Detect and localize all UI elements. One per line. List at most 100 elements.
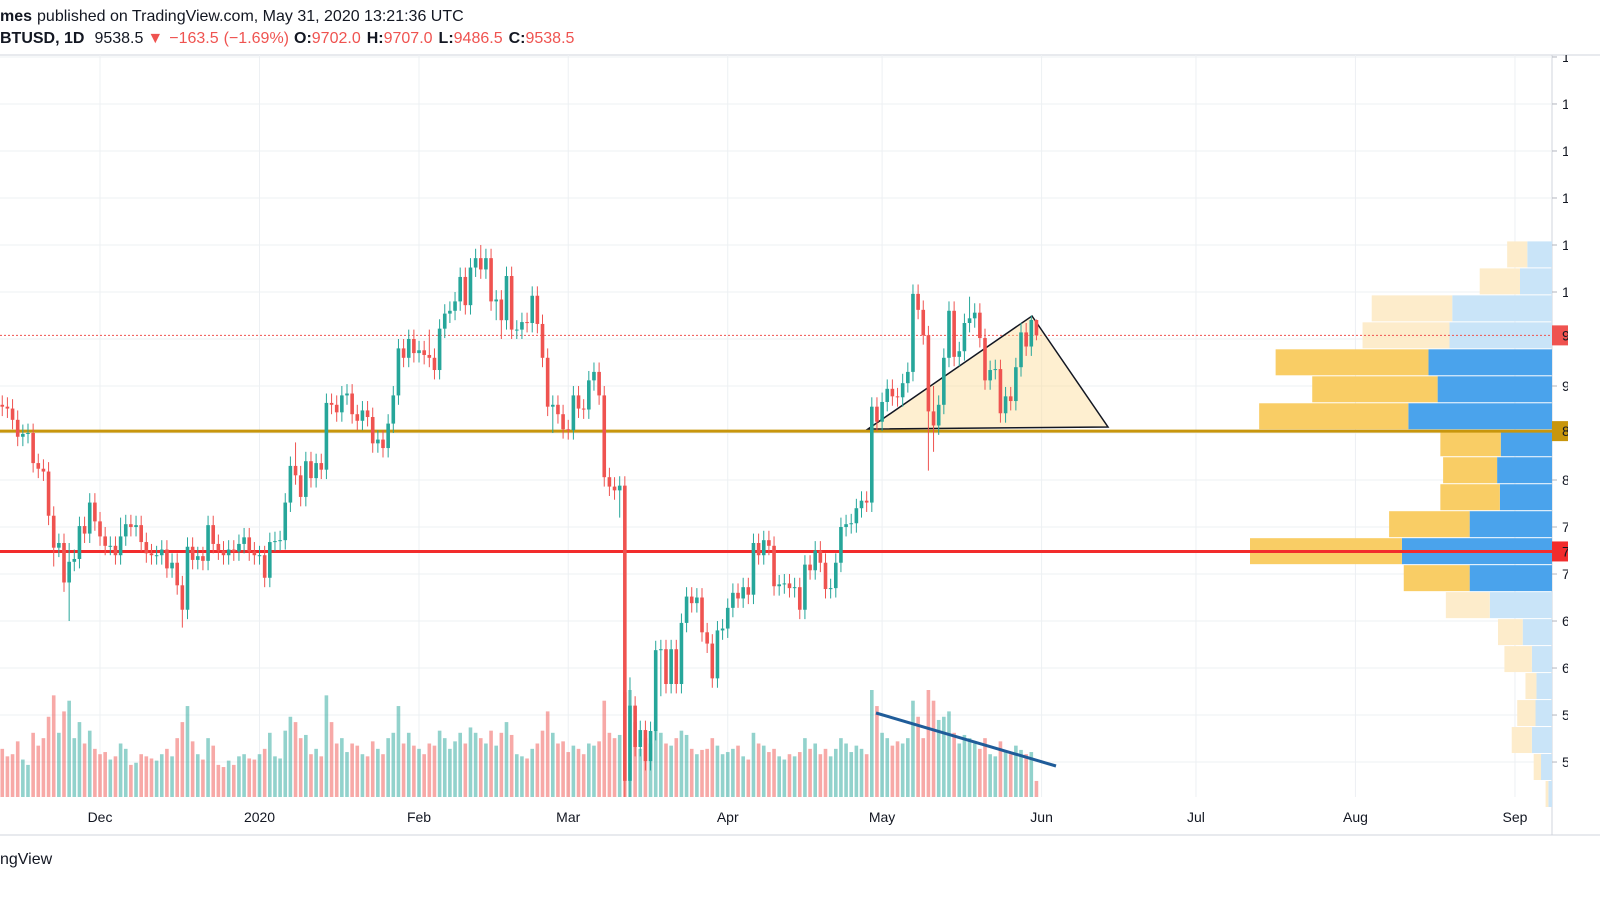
volume-bar (15, 741, 20, 797)
volume-bar (463, 743, 468, 797)
volume-bar (350, 743, 354, 797)
volume-bar (309, 754, 313, 797)
volume-bar (1029, 752, 1034, 797)
candle-body (566, 429, 571, 431)
candle-body (921, 309, 926, 336)
x-tick-label: Aug (1343, 809, 1368, 825)
candle-body (386, 423, 390, 449)
candle-body (391, 395, 396, 424)
candle-body (849, 523, 854, 525)
candle-body (417, 350, 421, 354)
candle-body (725, 607, 730, 629)
candle-body (751, 542, 756, 595)
candle-body (545, 357, 550, 407)
candle-body (134, 525, 138, 528)
profile-sell (1469, 511, 1552, 538)
profile-buy (1312, 376, 1438, 403)
candle-body (489, 258, 493, 302)
candle-body (211, 525, 216, 544)
candle-body (453, 301, 457, 311)
candle-body (1008, 396, 1013, 402)
volume-bar (875, 706, 879, 797)
candle-body (319, 463, 324, 470)
volume-bar (432, 745, 437, 797)
candle-body (926, 335, 931, 412)
candle-body (448, 310, 452, 314)
profile-buy (1445, 592, 1490, 619)
volume-bar (82, 743, 87, 797)
volume-bar (849, 752, 854, 797)
candle-body (242, 537, 246, 544)
volume-bar (334, 743, 339, 797)
candle-body (931, 411, 936, 426)
candle-body (653, 650, 658, 732)
volume-bar (540, 730, 545, 797)
volume-bar (448, 748, 452, 797)
candle-body (993, 369, 998, 371)
candle-body (376, 439, 380, 444)
volume-bar (278, 758, 282, 797)
candle-body (57, 542, 61, 548)
volume-bar (741, 756, 745, 797)
candle-body (833, 562, 838, 589)
volume-bar (268, 732, 272, 797)
volume-bar (41, 738, 46, 797)
candle-body (592, 371, 596, 381)
volume-bar (844, 743, 848, 797)
candle-body (628, 705, 632, 781)
candle-body (432, 357, 437, 371)
candle-body (576, 395, 581, 409)
candle-body (947, 310, 951, 358)
x-tick-label: Feb (407, 809, 431, 825)
volume-bar (818, 754, 823, 797)
candle-body (638, 730, 643, 747)
candle-body (118, 536, 123, 556)
y-tick-label: 10500 (1562, 237, 1600, 253)
volume-bar (360, 754, 365, 797)
candle-body (468, 267, 473, 306)
candle-body (612, 486, 617, 491)
candle-body (787, 583, 792, 589)
candle-body (458, 276, 462, 302)
x-tick-label: Jun (1030, 809, 1053, 825)
symbol: BTUSD, 1D (0, 30, 84, 47)
volume-bar (442, 738, 447, 797)
volume-bar (57, 732, 61, 797)
volume-bar (571, 745, 576, 797)
volume-bar (103, 752, 107, 797)
volume-bar (695, 754, 699, 797)
volume-bar (478, 738, 483, 797)
volume-bar (633, 722, 637, 797)
volume-bar (916, 716, 920, 797)
candle-body (962, 323, 967, 352)
y-tick-label: 10000 (1562, 284, 1600, 300)
level-label: 7240 (1562, 543, 1593, 559)
volume-bar (26, 764, 30, 797)
volume-bar (262, 748, 267, 797)
volume-bar (113, 756, 118, 797)
candle-body (844, 524, 848, 528)
profile-buy (1504, 646, 1532, 673)
candle-body (216, 543, 221, 551)
profile-sell (1489, 592, 1552, 619)
volume-bar (659, 732, 663, 797)
candle-body (772, 545, 776, 587)
candle-body (231, 549, 236, 552)
profile-buy (1507, 241, 1528, 268)
volume-bar (545, 711, 550, 797)
volume-bar (10, 754, 15, 797)
volume-bar (499, 732, 504, 797)
volume-bar (67, 700, 71, 797)
candle-body (82, 526, 87, 534)
y-tick-label: 5000 (1562, 754, 1593, 770)
candle-body (875, 406, 879, 422)
candle-body (556, 404, 560, 415)
candle-body (988, 370, 992, 381)
candle-body (252, 551, 257, 556)
candle-body (617, 485, 622, 491)
candle-body (139, 525, 143, 543)
candle-body (777, 584, 781, 587)
last: 9538.5 (94, 30, 143, 47)
volume-bar (607, 732, 612, 797)
volume-bar (720, 754, 725, 797)
